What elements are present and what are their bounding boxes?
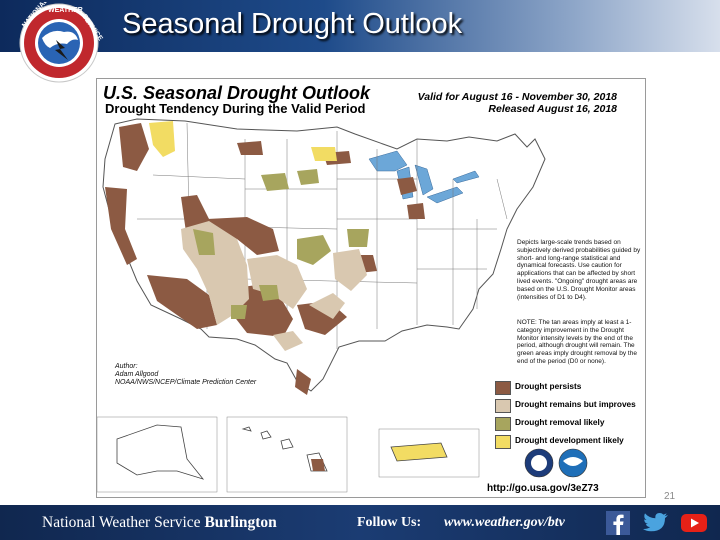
follow-us-label: Follow Us: [357, 515, 422, 530]
drought-outlook-map: U.S. Seasonal Drought Outlook Drought Te… [96, 78, 646, 498]
valid-dates: Valid for August 16 - November 30, 2018 [417, 91, 617, 103]
legend-label: Drought development likely [515, 435, 624, 445]
map-title: U.S. Seasonal Drought Outlook [103, 83, 371, 103]
footer-bar: National Weather Service Burlington Foll… [0, 505, 720, 540]
page-number: 21 [664, 491, 676, 502]
great-lakes [368, 150, 480, 204]
slide-title: Seasonal Drought Outlook [122, 8, 463, 40]
facebook-icon[interactable] [604, 511, 632, 535]
title-bar [0, 0, 720, 52]
logo-text-mid: WEATHER [48, 7, 83, 14]
conus-map [97, 118, 588, 493]
legend-label: Drought remains but improves [515, 399, 636, 409]
legend-label: Drought removal likely [515, 417, 605, 427]
map-subtitle: Drought Tendency During the Valid Period [105, 101, 366, 116]
author-name: Adam Allgood [115, 371, 159, 378]
drought-removal-areas [193, 169, 369, 319]
legend-swatch [495, 417, 511, 431]
outlook-description: Depicts large-scale trends based on subj… [517, 239, 641, 301]
author-org: NOAA/NWS/NCEP/Climate Prediction Center [115, 379, 257, 386]
outlook-note: NOTE: The tan areas imply at least a 1-c… [517, 319, 637, 365]
footer-org-prefix: National Weather Service [42, 514, 201, 531]
nws-logo-icon: NATIONAL WEATHER SERVICE [19, 2, 104, 83]
twitter-icon[interactable] [642, 511, 670, 535]
drought-development-areas [149, 121, 337, 161]
legend-swatch [495, 435, 511, 449]
legend-label: Drought persists [515, 381, 582, 391]
author-block: Author: Adam Allgood NOAA/NWS/NCEP/Clima… [115, 363, 256, 387]
youtube-icon[interactable] [680, 511, 708, 535]
legend-swatch [495, 381, 511, 395]
footer-org: National Weather Service Burlington [42, 514, 277, 532]
outlook-link[interactable]: http://go.usa.gov/3eZ73 [487, 483, 599, 494]
legend-swatch [495, 399, 511, 413]
author-label: Author: [115, 363, 138, 370]
footer-org-office: Burlington [204, 514, 277, 531]
release-date: Released August 16, 2018 [488, 103, 617, 115]
website-link[interactable]: www.weather.gov/btv [444, 515, 565, 530]
